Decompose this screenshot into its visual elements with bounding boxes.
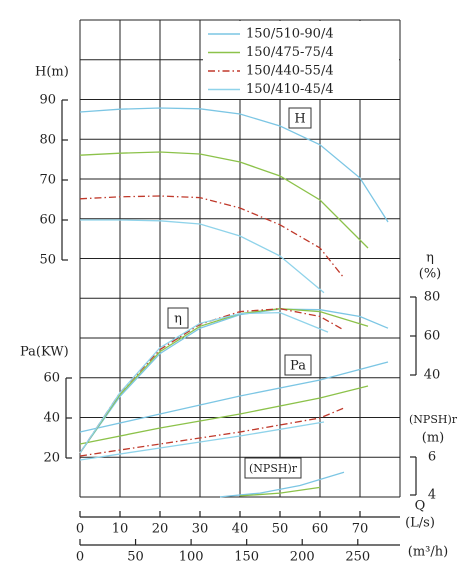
curve-label: H xyxy=(294,112,305,127)
head-curve xyxy=(80,219,325,294)
curve-label: η xyxy=(174,312,182,327)
npsh-axis-unit: (m) xyxy=(422,431,444,446)
x2-tick-label: 50 xyxy=(127,550,144,565)
y-tick-label: 60 xyxy=(43,371,60,386)
y2-tick-label: 6 xyxy=(428,450,436,465)
curve-label-box xyxy=(284,354,312,376)
x-tick-label: 70 xyxy=(352,522,369,537)
power-curve xyxy=(79,385,369,445)
curve-label: (NPSH)r xyxy=(249,462,298,475)
npsh-axis-label: (NPSH)r xyxy=(409,413,458,426)
power-curve xyxy=(79,407,345,457)
y-tick-label: 20 xyxy=(43,451,60,466)
curve-label-box xyxy=(244,457,302,479)
curve-label-box xyxy=(167,307,189,329)
legend-label: 150/475-75/4 xyxy=(246,45,334,60)
y-tick-label: 40 xyxy=(43,411,60,426)
x2-tick-label: 0 xyxy=(76,550,84,565)
x-tick-label: 10 xyxy=(112,522,129,537)
efficiency-curve xyxy=(79,308,389,454)
x-tick-label: 50 xyxy=(272,522,289,537)
npsh-curve xyxy=(219,471,345,498)
x-tick-label: 20 xyxy=(152,522,169,537)
x-tick-label: 60 xyxy=(312,522,329,537)
legend-label: 150/410-45/4 xyxy=(246,82,334,97)
power-curve xyxy=(79,421,325,461)
curve-label-box xyxy=(288,107,312,129)
y2-tick-label: 60 xyxy=(424,329,441,344)
x-tick-label: 0 xyxy=(76,522,84,537)
head-axis-label: H(m) xyxy=(35,65,69,80)
npsh-curve xyxy=(239,486,321,497)
y2-tick-label: 80 xyxy=(424,290,441,305)
power-axis-label: Pa(KW) xyxy=(20,345,69,360)
y-tick-label: 80 xyxy=(39,133,56,148)
head-curve xyxy=(79,195,345,279)
efficiency-curve xyxy=(79,311,329,454)
legend-label: 150/440-55/4 xyxy=(246,64,334,79)
x2-tick-label: 150 xyxy=(234,550,259,565)
power-curve xyxy=(79,361,389,433)
x2-tick-label: 250 xyxy=(345,550,370,565)
x-axis-unit: (L/s) xyxy=(405,516,435,531)
efficiency-curve xyxy=(79,308,369,454)
x-axis-label: Q xyxy=(415,499,426,514)
efficiency-axis-unit: (%) xyxy=(419,267,442,282)
head-curve xyxy=(79,107,389,223)
y2-tick-label: 40 xyxy=(424,368,441,383)
y2-tick-label: 4 xyxy=(428,488,436,503)
y-tick-label: 70 xyxy=(39,173,56,188)
y-tick-label: 60 xyxy=(39,213,56,228)
legend-label: 150/510-90/4 xyxy=(246,27,334,42)
x2-axis-unit: (m³/h) xyxy=(408,545,448,560)
head-curve xyxy=(79,151,369,249)
curve-label: Pa xyxy=(290,359,306,374)
y-tick-label: 90 xyxy=(39,93,56,108)
x2-tick-label: 100 xyxy=(179,550,204,565)
grid xyxy=(79,19,401,498)
x2-tick-label: 200 xyxy=(290,550,315,565)
efficiency-axis-label: η xyxy=(426,251,434,266)
x-tick-label: 30 xyxy=(192,522,209,537)
y-tick-label: 50 xyxy=(39,253,56,268)
x-tick-label: 40 xyxy=(232,522,249,537)
